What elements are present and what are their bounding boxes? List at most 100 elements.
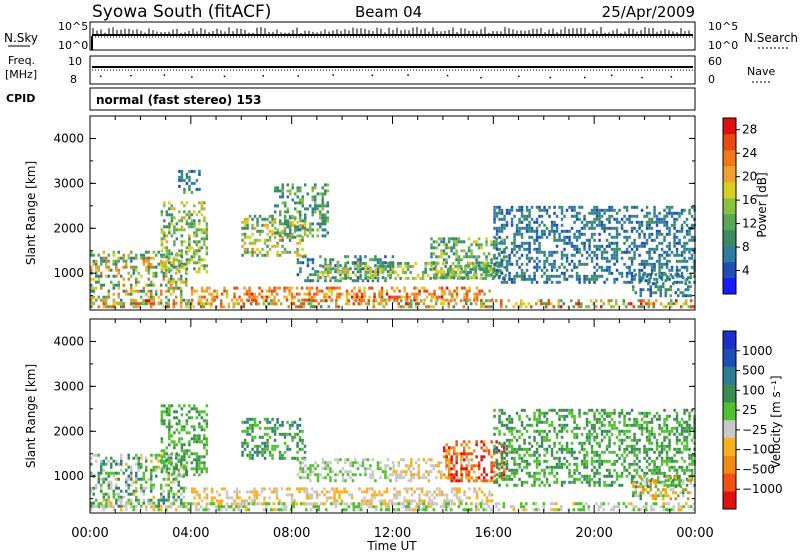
heatmap-cell-r10	[563, 235, 566, 239]
heatmap-cell-r9	[367, 302, 370, 306]
heatmap-cell-r3	[301, 461, 305, 465]
heatmap-cell-r10	[605, 256, 609, 260]
heatmap-cell-r3	[344, 470, 347, 474]
heatmap-cell-r0	[125, 259, 128, 263]
heatmap-cell-r8	[393, 289, 396, 293]
heatmap-cell-r0	[112, 474, 115, 478]
heatmap-cell-r6	[410, 499, 414, 503]
heatmap-cell-r3	[251, 223, 254, 227]
heatmap-cell-r5	[470, 458, 473, 462]
heatmap-cell-r2	[248, 417, 252, 421]
heatmap-cell-r8	[288, 286, 291, 290]
heatmap-cell-r10	[625, 265, 629, 269]
heatmap-cell-r10	[665, 250, 669, 254]
heatmap-cell-r10	[500, 250, 504, 254]
heatmap-cell-r0	[157, 295, 160, 299]
heatmap-cell-r8	[273, 295, 276, 299]
heatmap-cell-r9	[500, 302, 503, 306]
heatmap-cell-r7	[440, 270, 443, 274]
heatmap-cell-r4	[324, 219, 327, 223]
heatmap-cell-r8	[460, 286, 464, 290]
heatmap-cell-r1	[195, 467, 199, 471]
heatmap-cell-r2	[246, 441, 249, 445]
heatmap-cell-r11	[662, 273, 665, 277]
heatmap-cell-r1	[203, 267, 206, 271]
heatmap-cell-r3	[306, 467, 310, 471]
heatmap-cell-r3	[341, 476, 345, 480]
heatmap-cell-r6	[379, 270, 382, 274]
heatmap-cell-r8	[405, 295, 409, 299]
heatmap-cell-r4	[279, 222, 282, 226]
heatmap-cell-r10	[603, 268, 606, 272]
heatmap-cell-r9	[557, 305, 560, 309]
heatmap-cell-r7	[577, 502, 580, 506]
heatmap-cell-r1	[173, 228, 176, 232]
heatmap-cell-r7	[335, 502, 338, 506]
heatmap-cell-r0	[115, 498, 118, 502]
heatmap-cell-r3	[329, 461, 332, 465]
heatmap-cell-r1	[190, 407, 194, 411]
heatmap-cell-r0	[140, 486, 143, 490]
heatmap-cell-r1	[173, 431, 176, 435]
heatmap-cell-r10	[658, 262, 661, 266]
heatmap-cell-r10	[645, 226, 649, 230]
heatmap-cell-r7	[102, 508, 105, 512]
heatmap-cell-r3	[354, 461, 357, 465]
heatmap-cell-r6	[305, 493, 309, 497]
heatmap-cell-r6	[413, 499, 416, 503]
heatmap-cell-r10	[555, 226, 559, 230]
heatmap-cell-r6	[360, 499, 364, 503]
heatmap-cell-r1	[203, 237, 206, 241]
heatmap-cell-r3	[263, 238, 267, 242]
heatmap-cell-r6	[344, 267, 347, 271]
heatmap-cell-r2	[180, 178, 184, 182]
heatmap-cell-r7	[97, 505, 100, 509]
heatmap-cell-r7	[430, 243, 433, 247]
colorbar-tick-label: 24	[742, 146, 757, 160]
heatmap-cell-r2	[185, 181, 189, 185]
heatmap-cell-r10	[563, 247, 566, 251]
heatmap-cell-r0	[117, 286, 120, 290]
heatmap-cell-r10	[620, 271, 624, 275]
heatmap-cell-r10	[538, 235, 541, 239]
heatmap-cell-r1	[183, 240, 186, 244]
heatmap-cell-r9	[545, 305, 548, 309]
heatmap-cell-r2	[263, 432, 267, 436]
heatmap-cell-r0	[122, 253, 125, 257]
heatmap-cell-r1	[205, 234, 209, 238]
heatmap-cell-r7	[457, 240, 461, 244]
heatmap-cell-r10	[688, 256, 691, 260]
heatmap-cell-r10	[553, 235, 556, 239]
heatmap-cell-r6	[423, 493, 426, 497]
heatmap-cell-r10	[670, 268, 674, 272]
heatmap-cell-r8	[465, 292, 469, 296]
heatmap-cell-r10	[583, 241, 586, 245]
heatmap-cell-r8	[508, 429, 511, 433]
heatmap-cell-r7	[457, 273, 461, 277]
heatmap-cell-r6	[195, 490, 199, 494]
heatmap-cell-r10	[625, 217, 629, 221]
heatmap-cell-r0	[150, 283, 153, 287]
heatmap-cell-r7	[560, 508, 563, 512]
heatmap-cell-r10	[570, 226, 574, 230]
heatmap-cell-r1	[178, 422, 181, 426]
heatmap-cell-r5	[442, 446, 446, 450]
heatmap-cell-r7	[380, 508, 383, 512]
heatmap-cell-r8	[203, 295, 206, 299]
heatmap-cell-r2	[298, 435, 302, 439]
heatmap-cell-r7	[180, 505, 183, 509]
heatmap-cell-r6	[479, 276, 482, 280]
heatmap-cell-r6	[451, 267, 455, 271]
heatmap-cell-r6	[375, 493, 379, 497]
heatmap-cell-r9	[185, 302, 188, 306]
heatmap-cell-r0	[150, 501, 153, 505]
heatmap-cell-r9	[172, 305, 175, 309]
heatmap-cell-r4	[460, 470, 463, 474]
heatmap-cell-r0	[162, 274, 165, 278]
colorbar-tick-label: 8	[742, 240, 750, 254]
heatmap-cell-r10	[593, 265, 596, 269]
heatmap-cell-r6	[233, 490, 236, 494]
heatmap-cell-r0	[172, 477, 175, 481]
heatmap-cell-r7	[677, 505, 680, 509]
